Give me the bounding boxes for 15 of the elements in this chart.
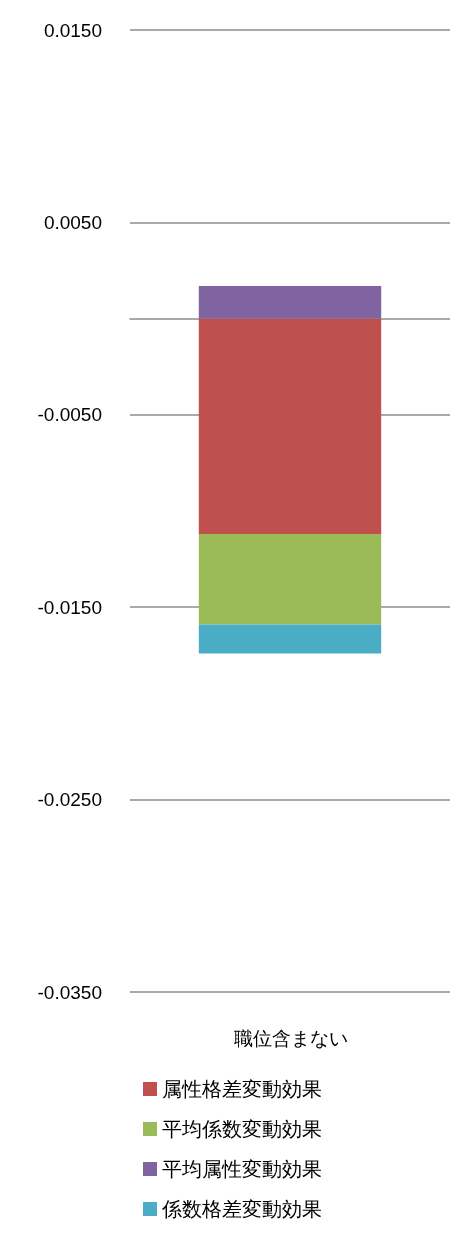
bar [198,624,382,654]
y-tick-label: 0.0150 [43,19,102,41]
bar [198,534,382,625]
legend-label: 平均属性変動効果 [162,1157,322,1181]
y-tick-label: -0.0150 [37,596,102,618]
legend-label: 属性格差変動効果 [162,1077,322,1101]
y-tick-label: -0.0050 [37,404,102,426]
legend-label: 平均係数変動効果 [162,1117,322,1141]
bar [198,285,382,319]
y-tick-label: -0.0350 [37,981,102,1003]
x-tick-label: 職位含まない [234,1026,348,1049]
legend-label: 係数格差変動効果 [161,1197,322,1221]
y-tick-label: -0.0250 [37,789,102,811]
y-tick-label: 0.0050 [43,211,102,233]
bar [198,318,382,535]
